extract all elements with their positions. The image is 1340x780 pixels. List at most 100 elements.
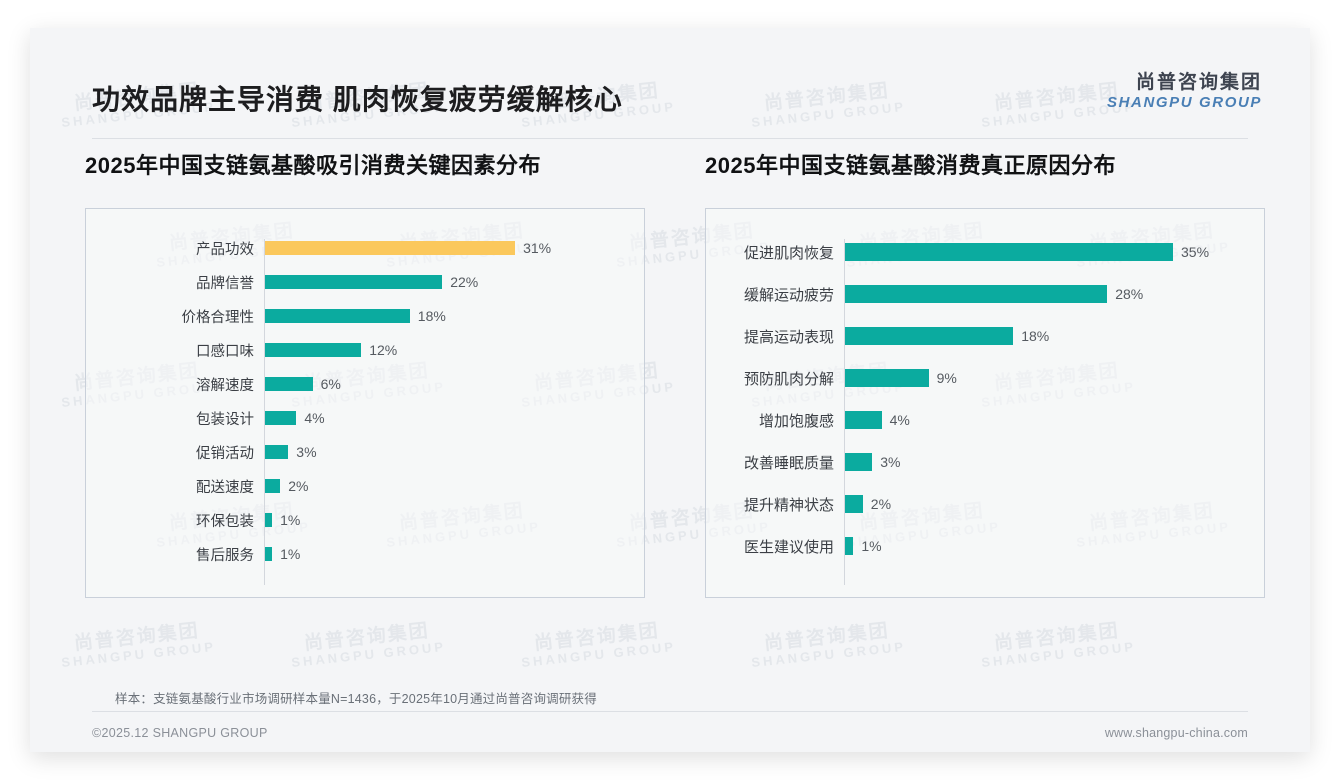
bar-row: 口感口味 12% (86, 333, 644, 367)
bar-category-label: 改善睡眠质量 (743, 454, 834, 472)
header-divider (92, 138, 1248, 139)
footer-divider (92, 711, 1248, 712)
website-url[interactable]: www.shangpu-china.com (1104, 726, 1248, 740)
bar (264, 275, 443, 289)
brand-name-cn: 尚普咨询集团 (1135, 72, 1262, 93)
chart-panel-key-factors: 产品功效 31% 品牌信誉 22% 价格合理性 18% 口感口味 12% 溶解速度 6% 包装设计 4… (85, 208, 645, 598)
bar-category-label: 增加饱腹感 (758, 412, 834, 430)
bar-category-label: 促进肌肉恢复 (743, 244, 834, 262)
bar-value-label: 2% (870, 496, 892, 512)
bar-category-label: 口感口味 (196, 343, 254, 360)
bar-value-label: 1% (280, 546, 301, 562)
bar-row: 提升精神状态 2% (706, 483, 1264, 525)
chart-title-real-reasons: 2025年中国支链氨基酸消费真正原因分布 (705, 153, 1116, 178)
brand-name-en: SHANGPU GROUP (1107, 94, 1262, 112)
bar-value-label: 6% (320, 376, 341, 392)
bar-value-label: 28% (1115, 286, 1144, 302)
bar-value-label: 12% (369, 342, 398, 358)
bar (264, 309, 410, 323)
bar-value-label: 1% (861, 538, 882, 554)
sample-note: 样本：支链氨基酸行业市场调研样本量N=1436，于2025年10月通过尚普咨询调… (115, 692, 597, 706)
bar (264, 479, 281, 493)
bar-value-label: 4% (889, 412, 910, 428)
bar-row: 缓解运动疲劳 28% (706, 273, 1264, 315)
bar-category-label: 价格合理性 (181, 309, 255, 326)
bar-category-label: 环保包装 (196, 513, 254, 530)
bar-row: 预防肌肉分解 9% (706, 357, 1264, 399)
brand-logo: 尚普咨询集团 SHANGPU GROUP (1107, 72, 1262, 112)
chart-axis-line (264, 239, 265, 585)
bar-category-label: 配送速度 (196, 479, 254, 496)
bar-row: 包装设计 4% (86, 401, 644, 435)
slide-card: 尚普咨询集团 SHANGPU GROUP 尚普咨询集团 SHANGPU GROUP 尚普… (30, 28, 1310, 752)
bar-row: 提高运动表现 18% (706, 315, 1264, 357)
bar-row: 医生建议使用 1% (706, 525, 1264, 567)
bar-category-label: 医生建议使用 (743, 538, 834, 556)
slide-footer: ©2025.12 SHANGPU GROUP www.shangpu-china… (30, 718, 1310, 752)
chart-panel-real-reasons: 促进肌肉恢复 35% 缓解运动疲劳 28% 提高运动表现 18% 预防肌肉分解 9% 增加饱腹感… (705, 208, 1265, 598)
bar-value-label: 35% (1181, 244, 1210, 260)
chart-block-real-reasons: 2025年中国支链氨基酸消费真正原因分布 促进肌肉恢复 35% 缓解运动疲劳 28% 提… (705, 148, 1265, 598)
bar-value-label: 1% (280, 512, 301, 528)
bar-value-label: 18% (417, 308, 446, 324)
bar (844, 243, 1173, 261)
bar-row: 价格合理性 18% (86, 299, 644, 333)
bar-rows-key-factors: 产品功效 31% 品牌信誉 22% 价格合理性 18% 口感口味 12% 溶解速度 6% 包装设计 4… (86, 231, 644, 597)
bar-row: 售后服务 1% (86, 537, 644, 571)
page-title: 功效品牌主导消费 肌肉恢复疲劳缓解核心 (92, 84, 623, 115)
bar-category-label: 提高运动表现 (743, 328, 834, 346)
bar (844, 369, 929, 387)
charts-container: 2025年中国支链氨基酸吸引消费关键因素分布 产品功效 31% 品牌信誉 22% 价格合… (30, 148, 1310, 598)
chart-axis-line (844, 239, 845, 585)
copyright-text: ©2025.12 SHANGPU GROUP (92, 726, 268, 740)
bar (264, 241, 516, 255)
chart-title-key-factors: 2025年中国支链氨基酸吸引消费关键因素分布 (85, 153, 541, 178)
bar-row: 产品功效 31% (86, 231, 644, 265)
bar-category-label: 包装设计 (196, 411, 254, 428)
slide-header: 功效品牌主导消费 肌肉恢复疲劳缓解核心 尚普咨询集团 SHANGPU GROUP (30, 28, 1310, 138)
bar (844, 411, 882, 429)
bar (844, 285, 1108, 303)
bar-category-label: 售后服务 (196, 547, 254, 564)
bar-rows-real-reasons: 促进肌肉恢复 35% 缓解运动疲劳 28% 提高运动表现 18% 预防肌肉分解 9% 增加饱腹感… (706, 231, 1264, 597)
bar-value-label: 9% (936, 370, 957, 386)
bar-category-label: 缓解运动疲劳 (743, 286, 834, 304)
bar-row: 配送速度 2% (86, 469, 644, 503)
bar-value-label: 3% (296, 444, 317, 460)
bar-category-label: 溶解速度 (196, 377, 254, 394)
bar-row: 溶解速度 6% (86, 367, 644, 401)
bar-category-label: 促销活动 (196, 445, 254, 462)
bar-value-label: 3% (880, 454, 901, 470)
bar-row: 促销活动 3% (86, 435, 644, 469)
bar-row: 增加饱腹感 4% (706, 399, 1264, 441)
bar (264, 411, 297, 425)
bar-value-label: 4% (304, 410, 325, 426)
bar-value-label: 22% (450, 274, 479, 290)
bar-category-label: 品牌信誉 (196, 275, 254, 292)
bar-category-label: 产品功效 (196, 241, 254, 258)
bar (844, 327, 1014, 345)
bar-row: 环保包装 1% (86, 503, 644, 537)
bar-value-label: 18% (1021, 328, 1050, 344)
bar-row: 改善睡眠质量 3% (706, 441, 1264, 483)
bar-value-label: 2% (288, 478, 309, 494)
bar-row: 品牌信誉 22% (86, 265, 644, 299)
bar-value-label: 31% (523, 240, 552, 256)
bar-category-label: 预防肌肉分解 (743, 370, 834, 388)
bar-row: 促进肌肉恢复 35% (706, 231, 1264, 273)
bar (264, 377, 313, 391)
bar (264, 513, 273, 527)
bar (844, 453, 873, 471)
bar (264, 343, 362, 357)
bar-category-label: 提升精神状态 (743, 496, 834, 514)
bar (264, 547, 273, 561)
bar (264, 445, 289, 459)
bar (844, 537, 854, 555)
bar (844, 495, 863, 513)
chart-block-key-factors: 2025年中国支链氨基酸吸引消费关键因素分布 产品功效 31% 品牌信誉 22% 价格合… (85, 148, 645, 598)
